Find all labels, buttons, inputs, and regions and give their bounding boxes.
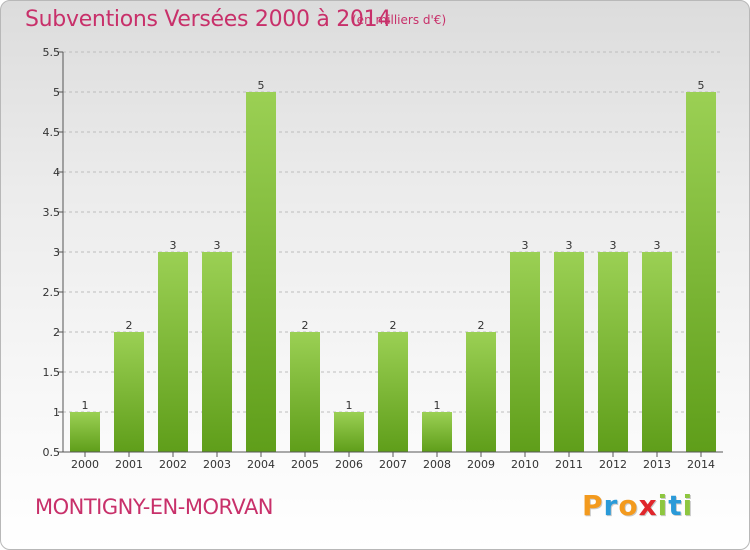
bar (422, 412, 452, 452)
commune-name: MONTIGNY-EN-MORVAN (35, 495, 274, 519)
data-label: 5 (698, 79, 705, 92)
y-tick-label: 4 (53, 166, 60, 179)
logo-letter: o (618, 489, 639, 522)
y-tick-label: 5 (53, 86, 60, 99)
x-tick-label: 2000 (71, 458, 99, 471)
x-tick-label: 2007 (379, 458, 407, 471)
data-label: 1 (82, 399, 89, 412)
data-label: 3 (566, 239, 573, 252)
y-tick-label: 2.5 (43, 286, 61, 299)
data-label: 3 (654, 239, 661, 252)
x-tick-label: 2008 (423, 458, 451, 471)
proxiti-logo: Proxiti (582, 489, 693, 522)
x-tick-label: 2001 (115, 458, 143, 471)
y-tick-label: 5.5 (43, 46, 61, 59)
x-tick-label: 2009 (467, 458, 495, 471)
bar (114, 332, 144, 452)
x-tick-label: 2010 (511, 458, 539, 471)
x-tick-label: 2006 (335, 458, 363, 471)
x-tick-label: 2011 (555, 458, 583, 471)
bar (598, 252, 628, 452)
y-tick-label: 1.5 (43, 366, 61, 379)
data-label: 3 (170, 239, 177, 252)
bar (642, 252, 672, 452)
bars (70, 92, 716, 452)
data-label: 3 (522, 239, 529, 252)
x-tick-label: 2004 (247, 458, 275, 471)
bar (202, 252, 232, 452)
logo-letter: P (582, 489, 604, 522)
y-tick-label: 3.5 (43, 206, 61, 219)
bar (70, 412, 100, 452)
logo-letter: i (657, 489, 669, 522)
bar (554, 252, 584, 452)
y-tick-label: 3 (53, 246, 60, 259)
bar (290, 332, 320, 452)
y-tick-label: 1 (53, 406, 60, 419)
y-tick-label: 4.5 (43, 126, 61, 139)
data-label: 2 (126, 319, 133, 332)
logo-letter: r (603, 489, 619, 522)
data-label: 2 (390, 319, 397, 332)
logo-letter: x (638, 489, 658, 522)
data-label: 3 (214, 239, 221, 252)
y-tick-label: 2 (53, 326, 60, 339)
data-label: 2 (478, 319, 485, 332)
labels: 0.5 1 1.5 2 2.5 3 3.5 4 4.5 5 5.5 1 2000 2 2001 3 2002 3 2… (43, 46, 716, 471)
data-label: 2 (302, 319, 309, 332)
x-tick-label: 2003 (203, 458, 231, 471)
x-tick-label: 2005 (291, 458, 319, 471)
bar (158, 252, 188, 452)
bar (246, 92, 276, 452)
x-tick-label: 2012 (599, 458, 627, 471)
logo-letter: i (682, 489, 694, 522)
data-label: 1 (434, 399, 441, 412)
y-tick-label: 0.5 (43, 446, 61, 459)
axes (58, 51, 723, 457)
x-tick-label: 2013 (643, 458, 671, 471)
data-label: 5 (258, 79, 265, 92)
data-label: 1 (346, 399, 353, 412)
x-tick-label: 2014 (687, 458, 715, 471)
logo-letter: t (668, 489, 683, 522)
bar (686, 92, 716, 452)
bar (334, 412, 364, 452)
bar (510, 252, 540, 452)
data-label: 3 (610, 239, 617, 252)
bar (466, 332, 496, 452)
bar (378, 332, 408, 452)
chart-title: Subventions Versées 2000 à 2014 (25, 7, 392, 32)
chart-unit: (en milliers d'€) (352, 13, 447, 27)
x-tick-label: 2002 (159, 458, 187, 471)
